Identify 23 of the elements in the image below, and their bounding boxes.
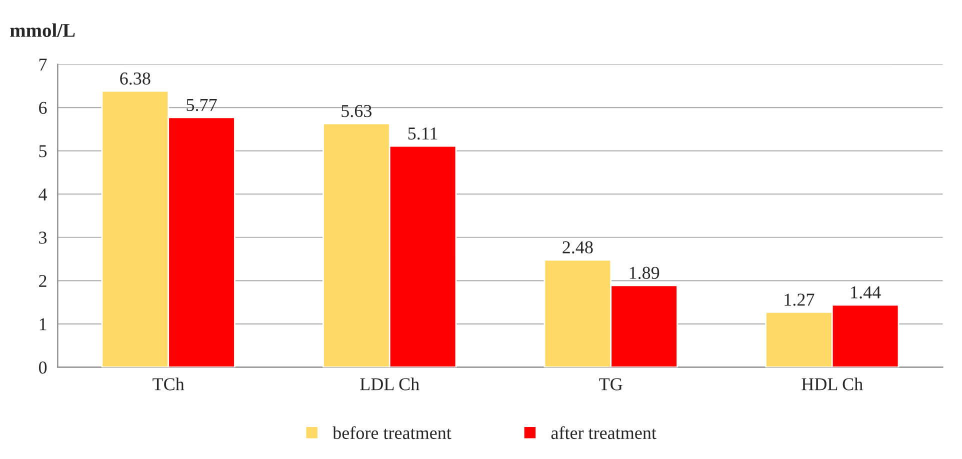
y-tick-label: 3 [39, 232, 47, 244]
y-tick-label: 7 [39, 58, 47, 71]
y-axis-title: mmol/L [10, 23, 75, 37]
data-label: 5.77 [186, 99, 217, 112]
y-tick-label: 5 [39, 145, 47, 158]
data-label: 5.63 [342, 104, 372, 118]
y-tick-label: 6 [39, 102, 47, 114]
data-label: 1.44 [851, 286, 881, 299]
x-tick-label: HDL Ch [802, 378, 863, 390]
x-tick-label: TCh [152, 378, 184, 390]
x-tick-label: LDL Ch [360, 378, 420, 390]
y-tick-label: 0 [38, 361, 47, 374]
y-tick-label: 2 [39, 274, 46, 287]
data-label: 1.27 [784, 294, 814, 306]
y-tick-label: 4 [38, 188, 48, 200]
data-label: 2.48 [562, 241, 593, 254]
data-label: 5.11 [408, 128, 438, 140]
data-label: 1.89 [630, 266, 660, 280]
x-tick-label: TG [599, 378, 622, 390]
legend-label: before treatment [332, 426, 452, 440]
data-label: 6.38 [120, 72, 150, 85]
legend-label: after treatment [551, 426, 656, 440]
y-tick-label: 1 [40, 318, 46, 330]
